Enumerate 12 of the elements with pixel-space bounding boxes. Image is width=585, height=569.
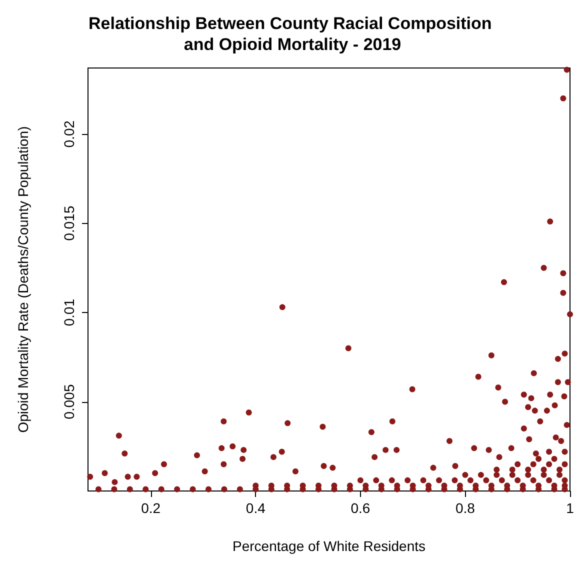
- x-tick-label: 0.2: [141, 500, 161, 516]
- x-tick-label: 0.4: [246, 500, 266, 516]
- x-tick-label: 0.8: [455, 500, 476, 516]
- x-axis-title: Percentage of White Residents: [232, 538, 426, 554]
- chart-title: Relationship Between County Racial Composition and Opioid Mortality - 2019: [88, 14, 497, 54]
- y-tick-label: 0.02: [61, 120, 77, 148]
- y-axis-title: Opioid Mortality Rate (Deaths/County Population): [15, 126, 31, 433]
- x-tick-label: 1: [566, 500, 574, 516]
- y-tick-label: 0.015: [61, 206, 77, 241]
- x-tick-label: 0.6: [350, 500, 370, 516]
- y-tick-label: 0.005: [61, 384, 77, 420]
- y-tick-label: 0.01: [61, 298, 77, 326]
